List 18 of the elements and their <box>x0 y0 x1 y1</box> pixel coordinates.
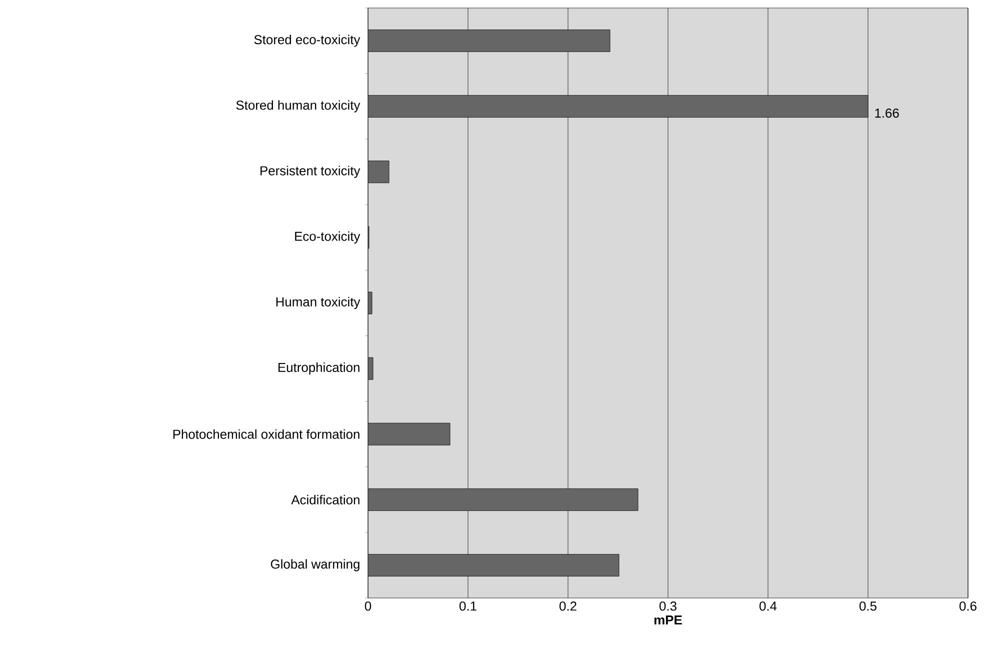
y-tick-label: Eco-toxicity <box>295 231 360 244</box>
y-tick-label: Acidification <box>291 494 360 504</box>
y-tick-label: Persistent toxicity <box>260 166 360 178</box>
y-tick-label: Eutrophication <box>278 362 360 375</box>
y-tick-label: Stored human toxicity <box>236 100 360 112</box>
x-tick-label: 0 <box>364 602 372 611</box>
x-tick-label: 0.2 <box>560 602 576 611</box>
y-tick-label: Human toxicity <box>276 296 360 310</box>
x-tick-label: 0.4 <box>760 602 777 611</box>
x-tick-label: 0.1 <box>460 602 476 611</box>
x-tick-label: 0.5 <box>860 602 876 611</box>
x-tick-label: 0.6 <box>960 602 976 611</box>
annotation: 1.66 <box>875 108 899 118</box>
y-tick-label: Global warming <box>270 559 360 572</box>
x-tick-label: 0.3 <box>660 602 676 611</box>
x-axis-title: mPE <box>654 616 682 624</box>
y-tick-label: Photochemical oxidant formation <box>173 429 360 439</box>
y-tick-label: Stored eco-toxicity <box>254 34 360 47</box>
